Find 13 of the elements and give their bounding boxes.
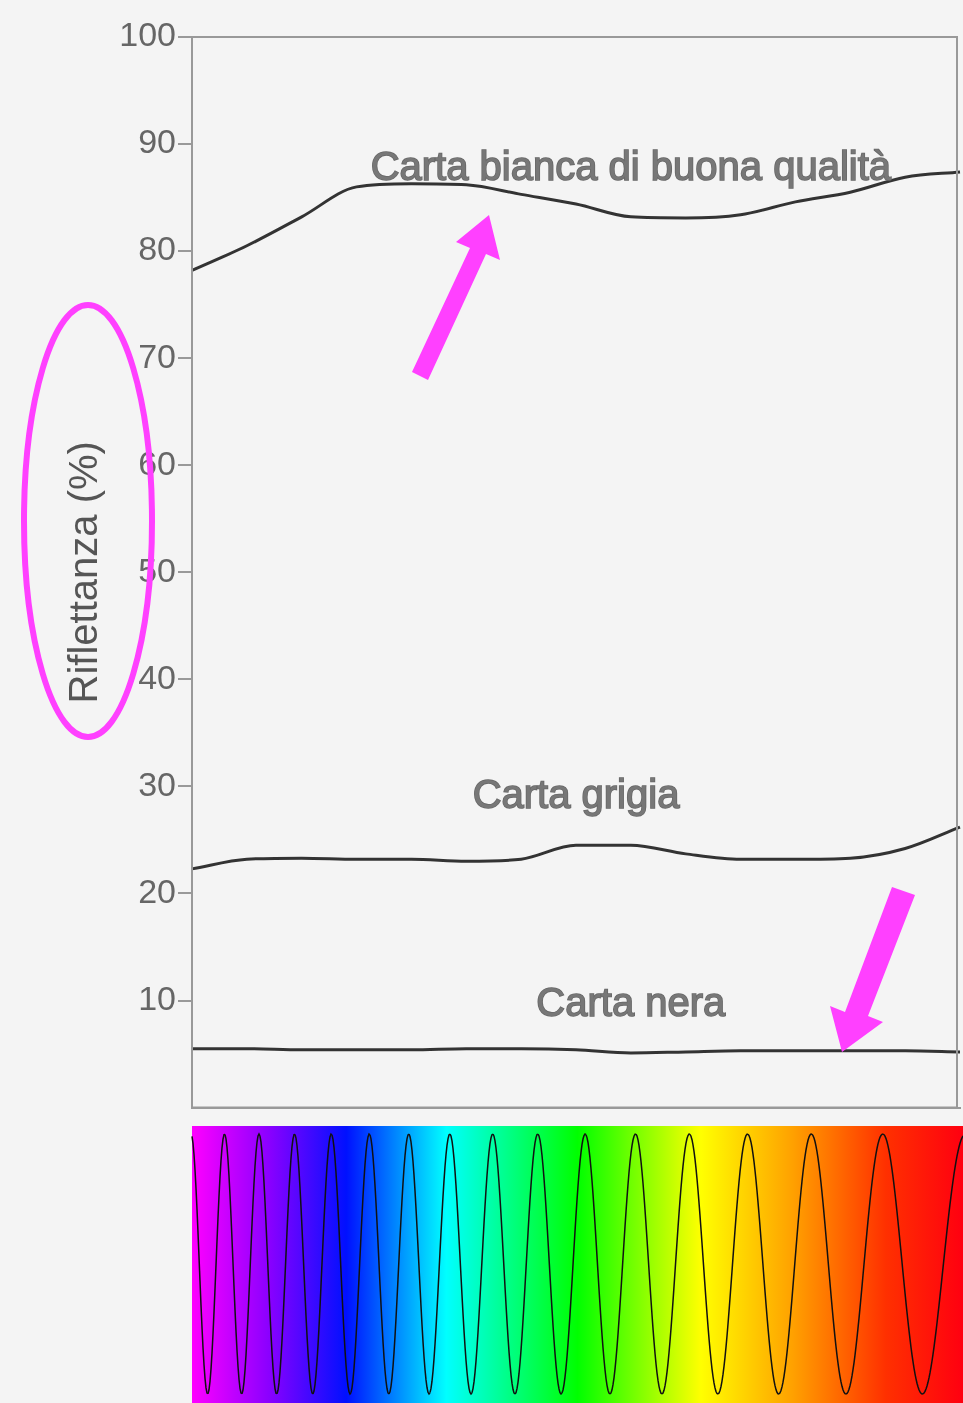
y-tick-label: 70 <box>138 336 176 375</box>
series-label: Carta grigia <box>472 772 681 817</box>
y-tick-label: 30 <box>138 764 176 803</box>
y-tick-label: 20 <box>138 871 176 910</box>
y-tick-label: 10 <box>138 978 176 1017</box>
line-series <box>190 825 962 871</box>
y-axis-title: Riflettanza (%) <box>61 441 106 704</box>
series-label: Carta nera <box>536 980 727 1025</box>
y-tick-label: 100 <box>119 15 176 54</box>
y-tick-label: 80 <box>138 229 176 268</box>
y-tick-label: 90 <box>138 122 176 161</box>
y-tick-label: 40 <box>138 657 176 696</box>
series-label: Carta bianca di buona qualità <box>370 143 892 188</box>
